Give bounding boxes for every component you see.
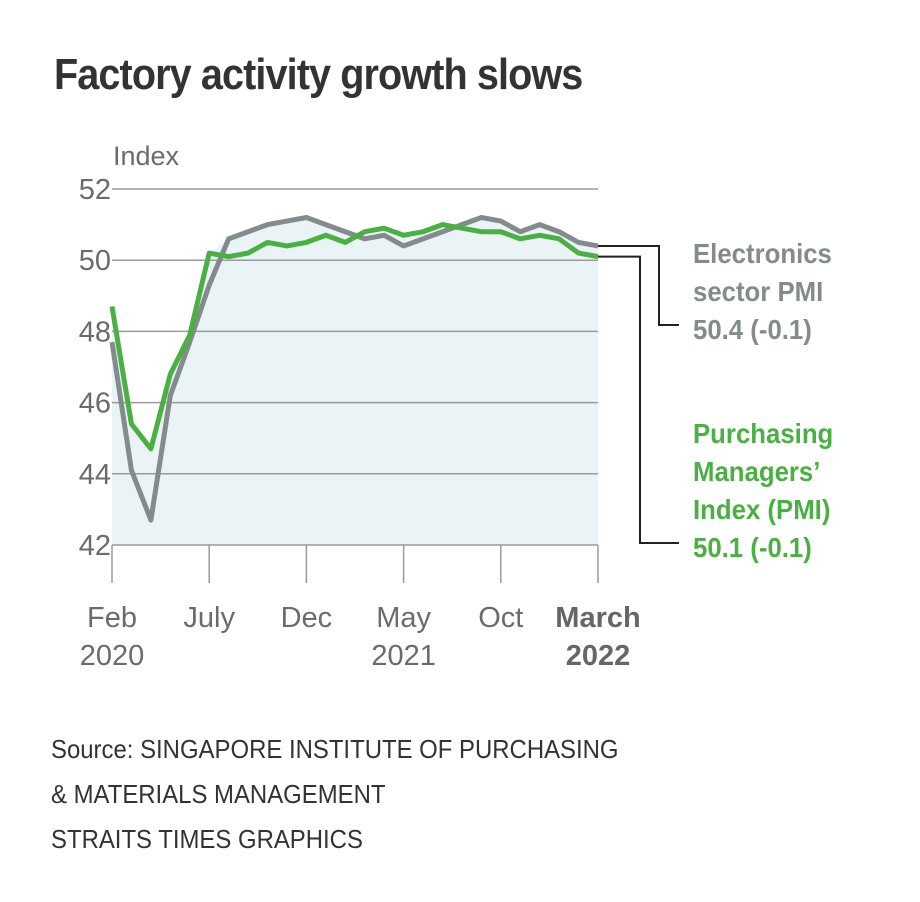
y-tick-label: 52 [79, 174, 111, 206]
leader-lines [598, 244, 679, 544]
x-axis: Feb 2020 July Dec May 2021 Oct March 2022 [80, 545, 641, 672]
gridlines [112, 188, 598, 546]
x-tick-label: March [555, 602, 640, 634]
pmi-leader-line [598, 255, 679, 544]
x-tick-label: Dec [281, 602, 333, 634]
x-tick-label-year: 2022 [566, 640, 631, 672]
y-tick-label: 46 [79, 388, 111, 420]
pmi-line [109, 222, 599, 452]
x-tick-label: July [183, 602, 235, 634]
x-tick-label-year: 2021 [371, 640, 436, 672]
y-tick-label: 42 [79, 530, 111, 562]
x-tick-label: Oct [478, 602, 523, 634]
electronics-leader-line [598, 244, 679, 326]
y-tick-label: 44 [79, 459, 111, 491]
source-line-3: STRAITS TIMES GRAPHICS [51, 824, 363, 854]
source-line-2: & MATERIALS MANAGEMENT [51, 779, 386, 809]
chart-title: Factory activity growth slows [54, 50, 583, 99]
pmi-label: Purchasing Managers’ Index (PMI) 50.1 (-… [693, 418, 834, 563]
area-fill-layer [112, 217, 598, 546]
y-axis-label: Index [113, 141, 180, 171]
source-note: Source: SINGAPORE INSTITUTE OF PURCHASIN… [51, 727, 619, 862]
area-fill [112, 217, 598, 546]
y-axis: 42 44 46 48 50 52 [79, 174, 111, 562]
x-tick-label-year: 2020 [80, 640, 145, 672]
electronics-pmi-label: Electronics sector PMI 50.4 (-0.1) [693, 238, 832, 345]
source-line-1: Source: SINGAPORE INSTITUTE OF PURCHASIN… [51, 734, 619, 764]
x-tick-label: Feb [87, 602, 137, 634]
series-lines [109, 214, 599, 523]
y-tick-label: 48 [79, 316, 111, 348]
y-tick-label: 50 [79, 245, 111, 277]
x-tick-label: May [376, 602, 431, 634]
